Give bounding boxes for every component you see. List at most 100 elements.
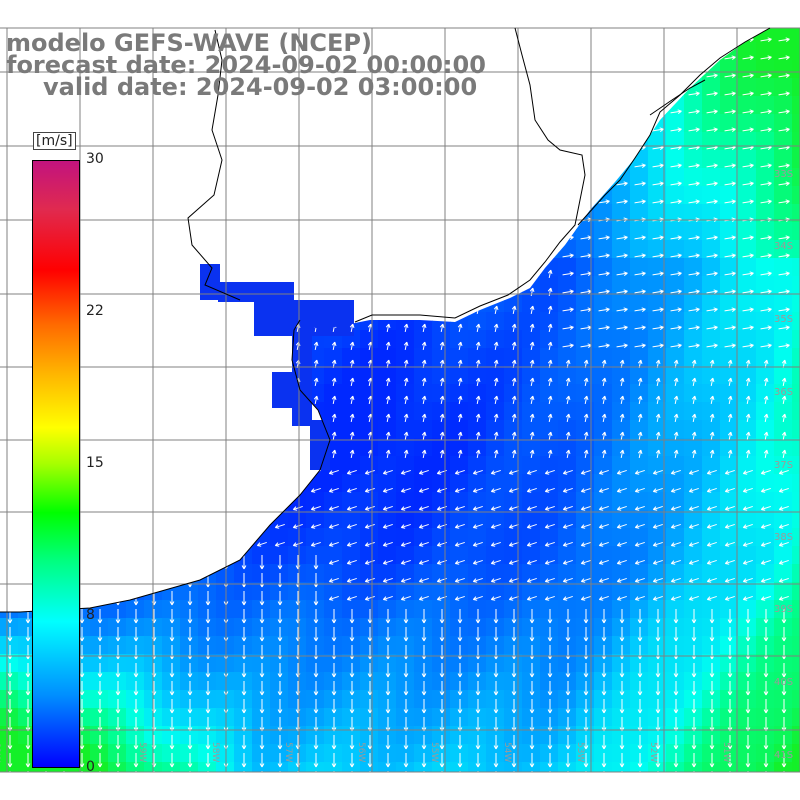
wind-arrow bbox=[742, 163, 754, 168]
wind-cell bbox=[486, 582, 505, 601]
wind-cell bbox=[576, 528, 595, 547]
wind-arrow bbox=[511, 609, 517, 624]
wind-arrow bbox=[457, 753, 463, 768]
wind-cell bbox=[630, 582, 649, 601]
wind-arrow bbox=[706, 253, 718, 258]
wind-arrow bbox=[562, 469, 573, 475]
wind-arrow bbox=[241, 735, 247, 750]
wind-arrow bbox=[526, 469, 537, 475]
wind-cell bbox=[414, 708, 433, 727]
wind-cell bbox=[738, 204, 757, 223]
wind-arrow bbox=[529, 431, 535, 441]
wind-cell bbox=[540, 600, 559, 619]
title-valid-date: valid date: 2024-09-02 03:00:00 bbox=[43, 73, 478, 101]
wind-cell bbox=[720, 456, 739, 475]
wind-cell bbox=[594, 474, 613, 493]
wind-cell bbox=[702, 744, 721, 763]
wind-cell bbox=[792, 726, 800, 745]
wind-cell bbox=[540, 348, 559, 367]
wind-arrow bbox=[637, 627, 643, 642]
wind-cell bbox=[450, 510, 469, 529]
wind-arrow bbox=[655, 609, 661, 624]
wind-cell bbox=[756, 78, 775, 97]
wind-arrow bbox=[421, 699, 427, 714]
wind-cell bbox=[774, 186, 793, 205]
wind-arrow bbox=[133, 627, 139, 642]
wind-arrow bbox=[115, 753, 121, 768]
wind-cell bbox=[540, 654, 559, 673]
wind-arrow bbox=[706, 343, 718, 348]
wind-arrow bbox=[328, 595, 339, 601]
wind-cell bbox=[666, 600, 685, 619]
wind-cell bbox=[756, 438, 775, 457]
wind-arrow bbox=[133, 699, 139, 714]
wind-cell bbox=[648, 672, 667, 691]
wind-cell bbox=[450, 330, 469, 349]
wind-cell bbox=[432, 456, 451, 475]
wind-arrow bbox=[454, 469, 465, 475]
wind-cell bbox=[666, 708, 685, 727]
wind-arrow bbox=[673, 627, 679, 642]
wind-cell bbox=[540, 546, 559, 565]
wind-cell bbox=[576, 744, 595, 763]
wind-cell bbox=[756, 312, 775, 331]
wind-cell bbox=[630, 762, 649, 772]
wind-arrow bbox=[745, 431, 751, 441]
wind-cell bbox=[540, 690, 559, 709]
wind-arrow bbox=[565, 431, 571, 441]
wind-cell bbox=[792, 258, 800, 277]
wind-cell bbox=[594, 366, 613, 385]
wind-arrow bbox=[526, 559, 537, 565]
wind-cell bbox=[774, 456, 793, 475]
wind-cell bbox=[684, 348, 703, 367]
wind-cell bbox=[594, 456, 613, 475]
wind-cell bbox=[306, 636, 325, 655]
wind-arrow bbox=[709, 413, 715, 423]
wind-arrow bbox=[562, 559, 573, 565]
wind-cell bbox=[522, 546, 541, 565]
wind-arrow bbox=[781, 663, 787, 678]
wind-arrow bbox=[652, 325, 664, 330]
wind-arrow bbox=[724, 289, 736, 294]
wind-arrow bbox=[760, 505, 771, 511]
wind-cell bbox=[252, 690, 271, 709]
wind-cell bbox=[342, 600, 361, 619]
title-forecast-date: forecast date: 2024-09-02 00:00:00 bbox=[6, 51, 486, 79]
wind-arrow bbox=[781, 681, 787, 696]
wind-arrow bbox=[670, 523, 681, 529]
wind-arrow bbox=[493, 431, 499, 441]
wind-cell bbox=[432, 726, 451, 745]
wind-cell bbox=[342, 528, 361, 547]
wind-arrow bbox=[364, 487, 375, 493]
wind-arrow bbox=[760, 595, 771, 601]
wind-cell bbox=[432, 582, 451, 601]
wind-arrow bbox=[760, 253, 772, 258]
wind-cell bbox=[648, 654, 667, 673]
wind-cell bbox=[486, 438, 505, 457]
wind-cell bbox=[720, 222, 739, 241]
wind-arrow bbox=[421, 753, 427, 768]
wind-cell bbox=[324, 654, 343, 673]
wind-arrow bbox=[670, 307, 682, 312]
wind-cell bbox=[108, 618, 127, 637]
wind-cell bbox=[18, 690, 37, 709]
wind-cell bbox=[180, 744, 199, 763]
wind-cell bbox=[486, 312, 505, 331]
wind-cell bbox=[702, 546, 721, 565]
wind-arrow bbox=[439, 735, 445, 750]
wind-arrow bbox=[778, 127, 790, 132]
wind-arrow bbox=[781, 413, 787, 423]
wind-cell bbox=[630, 240, 649, 259]
wind-cell bbox=[576, 402, 595, 421]
wind-cell bbox=[504, 402, 523, 421]
wind-arrow bbox=[115, 609, 121, 624]
wind-arrow bbox=[511, 431, 517, 441]
wind-arrow bbox=[529, 663, 535, 678]
wind-cell bbox=[738, 312, 757, 331]
wind-arrow bbox=[724, 559, 735, 565]
wind-cell bbox=[234, 564, 253, 583]
wind-cell bbox=[396, 456, 415, 475]
wind-arrow bbox=[691, 699, 697, 714]
wind-cell bbox=[414, 366, 433, 385]
wind-cell bbox=[792, 618, 800, 637]
